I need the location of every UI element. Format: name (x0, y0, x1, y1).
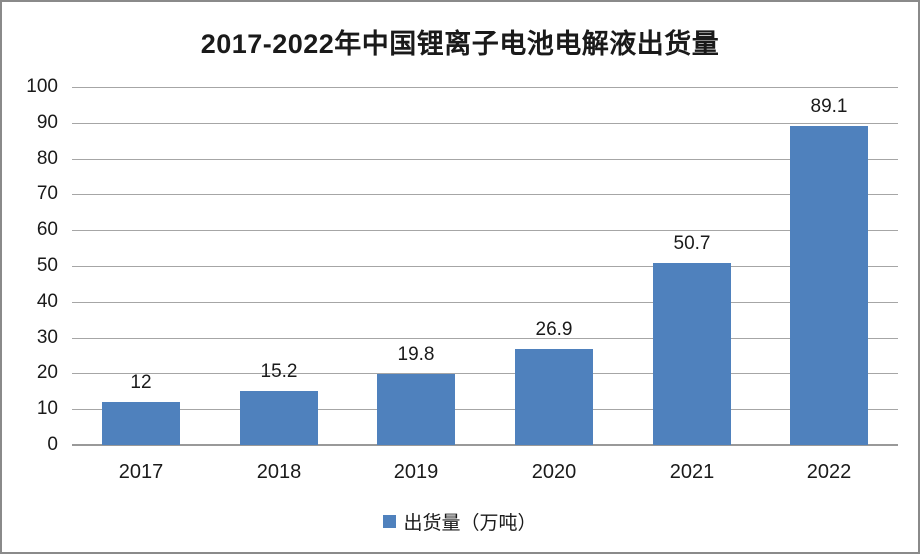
x-axis-line (72, 444, 898, 446)
bar (377, 374, 455, 445)
x-axis-tick-label: 2017 (118, 461, 164, 483)
gridline (72, 194, 898, 195)
gridline (72, 87, 898, 88)
bar (653, 263, 731, 445)
x-axis-tick-label: 2022 (806, 461, 852, 483)
x-axis-tick-label: 2018 (256, 461, 302, 483)
y-axis-tick-label: 60 (36, 219, 58, 240)
gridline (72, 159, 898, 160)
bar-value-label: 15.2 (260, 361, 298, 382)
gridline (72, 302, 898, 303)
bar (790, 126, 868, 445)
gridline (72, 230, 898, 231)
bar-value-label: 50.7 (673, 233, 711, 254)
bar (102, 402, 180, 445)
bar (240, 391, 318, 445)
bar-value-label: 89.1 (810, 96, 848, 117)
x-axis-tick-label: 2020 (531, 461, 577, 483)
y-axis-tick-label: 80 (36, 148, 58, 169)
gridline (72, 338, 898, 339)
gridline (72, 266, 898, 267)
y-axis-tick-label: 100 (26, 76, 58, 97)
gridline (72, 409, 898, 410)
bar-value-label: 12 (130, 372, 152, 393)
legend-square-icon (383, 515, 397, 528)
y-axis-tick-label: 70 (36, 183, 58, 204)
y-axis-tick-label: 40 (36, 291, 58, 312)
y-axis-tick-label: 20 (36, 362, 58, 383)
y-axis-tick-label: 10 (36, 398, 58, 419)
gridline (72, 373, 898, 374)
bar-value-label: 26.9 (535, 319, 573, 340)
y-axis-tick-label: 30 (36, 327, 58, 348)
x-axis-tick-label: 2021 (669, 461, 715, 483)
x-axis-tick-label: 2019 (393, 461, 439, 483)
y-axis-tick-label: 90 (36, 112, 58, 133)
y-axis-tick-label: 50 (36, 255, 58, 276)
legend-label: 出货量（万吨） (403, 513, 537, 534)
y-axis-tick-label: 0 (47, 434, 58, 455)
bar (515, 349, 593, 445)
chart-title: 2017-2022年中国锂离子电池电解液出货量 (200, 29, 720, 59)
legend: 出货量（万吨） (2, 508, 918, 535)
gridline (72, 123, 898, 124)
bar-value-label: 19.8 (397, 344, 435, 365)
